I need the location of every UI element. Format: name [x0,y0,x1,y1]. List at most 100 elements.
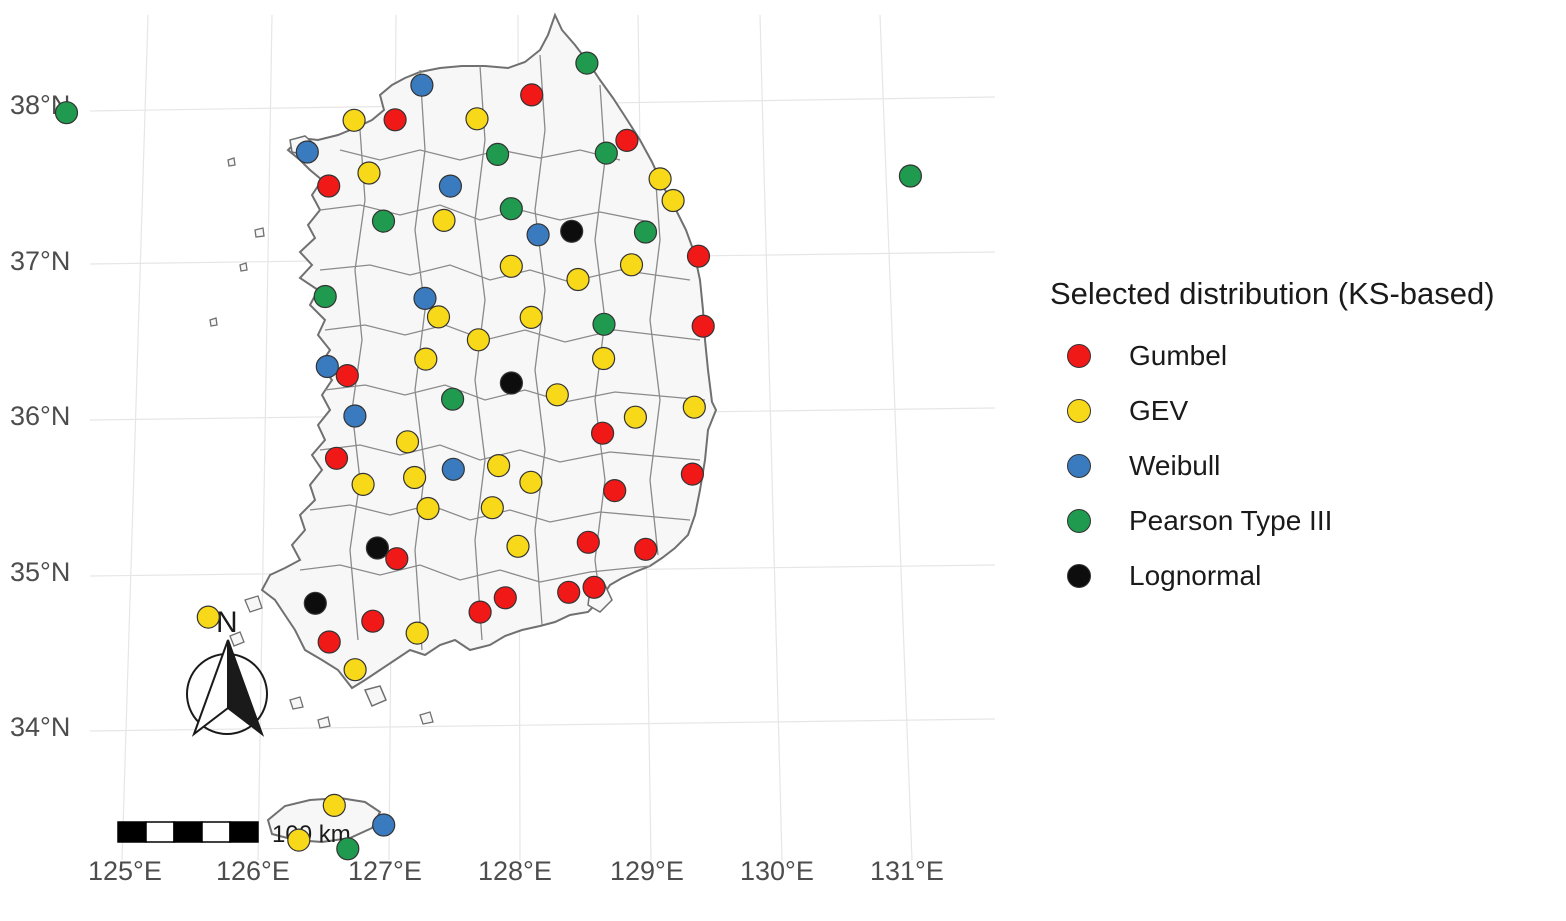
station-point-gumbel-12 [385,547,409,571]
legend-item-lognormal: Lognormal [1050,548,1562,603]
scale-segment-5 [229,821,259,843]
lat-label-36: 36°N [10,401,70,431]
station-point-weibull-1 [410,73,434,97]
lon-label-127: 127°E [348,856,422,886]
station-point-gev-28 [322,793,346,818]
grid-lon-125 [121,14,149,861]
station-point-gumbel-6 [691,314,715,338]
legend-label: Lognormal [1129,559,1262,591]
station-point-gev-20 [403,465,427,490]
lat-label-35: 35°N [10,557,70,587]
station-point-pearson-type-iii-5 [499,197,523,221]
station-point-gumbel-7 [335,364,359,388]
korea-landmass [209,12,718,844]
station-point-gev-13 [414,347,438,371]
legend-label: Weibull [1129,449,1221,481]
station-point-gumbel-15 [493,586,517,610]
grid-lon-131 [879,14,913,861]
lon-axis-labels: 125°E 126°E 127°E 128°E 129°E 130°E 131°… [88,856,944,886]
station-point-pearson-type-iii-10 [441,387,465,411]
station-point-gumbel-2 [383,108,407,132]
station-point-lognormal-4 [303,591,327,615]
station-point-gumbel-1 [520,83,544,107]
station-point-gev-12 [466,328,490,352]
station-point-gumbel-20 [317,630,341,654]
station-point-pearson-type-iii-2 [575,51,599,75]
station-point-gumbel-18 [582,575,606,599]
station-point-gev-27 [343,658,367,682]
north-arrow: N [186,606,268,737]
station-points [54,51,923,861]
station-point-pearson-type-iii-3 [486,142,510,166]
legend: Selected distribution (KS-based) Gumbel … [1050,276,1562,603]
north-arrow-right-half [227,639,265,737]
station-point-pearson-type-iii-1 [54,101,79,125]
station-point-lognormal-1 [560,219,584,243]
station-point-lognormal-2 [499,371,523,395]
lon-label-128: 128°E [478,856,552,886]
station-point-pearson-type-iii-7 [633,220,658,244]
station-point-gumbel-16 [468,600,492,624]
grid-lat-34 [89,718,996,732]
lat-axis-labels: 38°N 37°N 36°N 35°N 34°N [10,90,70,742]
legend-swatch [1067,563,1091,588]
station-point-gev-26 [405,621,429,645]
legend-item-pearson-type-iii: Pearson Type III [1050,493,1562,548]
legend-label: GEV [1129,394,1189,426]
west-islets [209,157,265,327]
station-point-gumbel-4 [317,174,341,198]
lon-label-129: 129°E [610,856,684,886]
legend-item-weibull: Weibull [1050,438,1562,493]
scale-segment-1 [117,821,147,843]
station-point-weibull-3 [438,174,462,198]
station-point-weibull-8 [441,457,465,481]
legend-item-gev: GEV [1050,383,1562,438]
north-arrow-label: N [216,606,238,639]
station-point-gev-16 [682,395,706,419]
station-point-gumbel-10 [680,462,705,486]
lon-label-126: 126°E [216,856,290,886]
station-point-gev-9 [566,267,590,292]
station-point-gev-14 [591,346,616,371]
grid-lon-130 [759,14,783,861]
legend-swatch [1067,508,1091,533]
lon-label-130: 130°E [740,856,814,886]
station-point-weibull-9 [372,813,396,837]
legend-item-gumbel: Gumbel [1050,328,1562,383]
sw-islets [229,595,434,729]
station-point-lognormal-3 [365,536,389,560]
station-point-gumbel-17 [557,580,581,604]
north-arrow-left-half [191,639,229,737]
station-point-gumbel-14 [634,537,658,561]
station-point-pearson-type-iii-8 [313,284,337,309]
station-point-gev-30 [196,605,220,629]
station-point-gev-15 [545,383,569,407]
station-point-gev-11 [519,305,543,329]
scale-segment-3 [173,821,203,843]
station-point-gev-17 [623,405,648,429]
station-point-gumbel-3 [615,128,639,152]
station-point-gev-2 [465,107,489,131]
scale-segment-4 [201,821,231,843]
scale-segment-2 [145,821,175,843]
station-point-weibull-6 [315,354,339,379]
lat-label-37: 37°N [10,246,70,276]
station-point-weibull-5 [413,286,437,310]
station-point-gev-25 [506,534,530,558]
station-point-gev-23 [416,496,440,521]
station-point-gev-4 [648,167,672,191]
station-point-gumbel-11 [603,479,627,503]
station-point-gev-5 [661,188,685,213]
station-point-gev-1 [342,108,366,132]
station-point-gumbel-13 [576,530,600,554]
station-point-gev-19 [487,454,511,478]
lon-label-125: 125°E [88,856,162,886]
station-point-weibull-2 [295,140,319,164]
legend-swatch [1067,343,1091,368]
station-point-gumbel-8 [590,421,615,445]
station-point-gev-8 [619,253,644,277]
station-point-gev-21 [519,470,543,494]
station-point-weibull-4 [526,223,550,247]
station-point-pearson-type-iii-9 [592,312,616,336]
station-point-gumbel-5 [686,244,711,268]
